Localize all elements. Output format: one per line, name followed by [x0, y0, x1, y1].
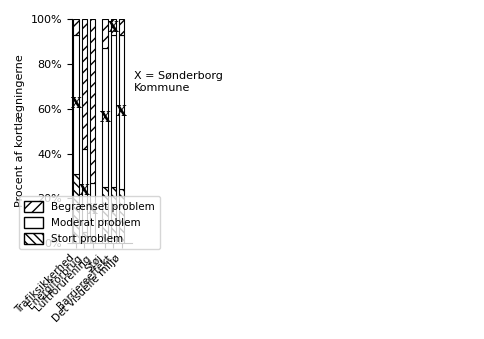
Bar — [74, 35, 79, 174]
Bar — [102, 19, 108, 48]
Bar — [119, 190, 124, 243]
Text: X: X — [100, 111, 110, 125]
Text: X: X — [79, 183, 90, 198]
Bar — [90, 183, 95, 237]
Text: X: X — [116, 105, 127, 119]
Bar — [102, 187, 108, 243]
Bar — [82, 149, 87, 232]
Text: X: X — [87, 203, 98, 217]
Bar — [82, 19, 87, 149]
Bar — [90, 237, 95, 243]
Bar — [111, 19, 116, 35]
Bar — [102, 48, 108, 187]
Bar — [111, 35, 116, 187]
Bar — [82, 232, 87, 243]
Text: X: X — [71, 97, 81, 111]
Legend: Begrænset problem, Moderat problem, Stort problem: Begrænset problem, Moderat problem, Stor… — [19, 196, 160, 249]
Bar — [111, 187, 116, 243]
Bar — [90, 19, 95, 183]
Y-axis label: Procent af kortlægningerne: Procent af kortlægningerne — [15, 55, 25, 207]
Text: X: X — [108, 21, 119, 35]
Bar — [119, 35, 124, 190]
Bar — [74, 19, 79, 35]
Text: X = Sønderborg
Kommune: X = Sønderborg Kommune — [134, 71, 223, 93]
Bar — [119, 19, 124, 35]
Bar — [74, 174, 79, 243]
